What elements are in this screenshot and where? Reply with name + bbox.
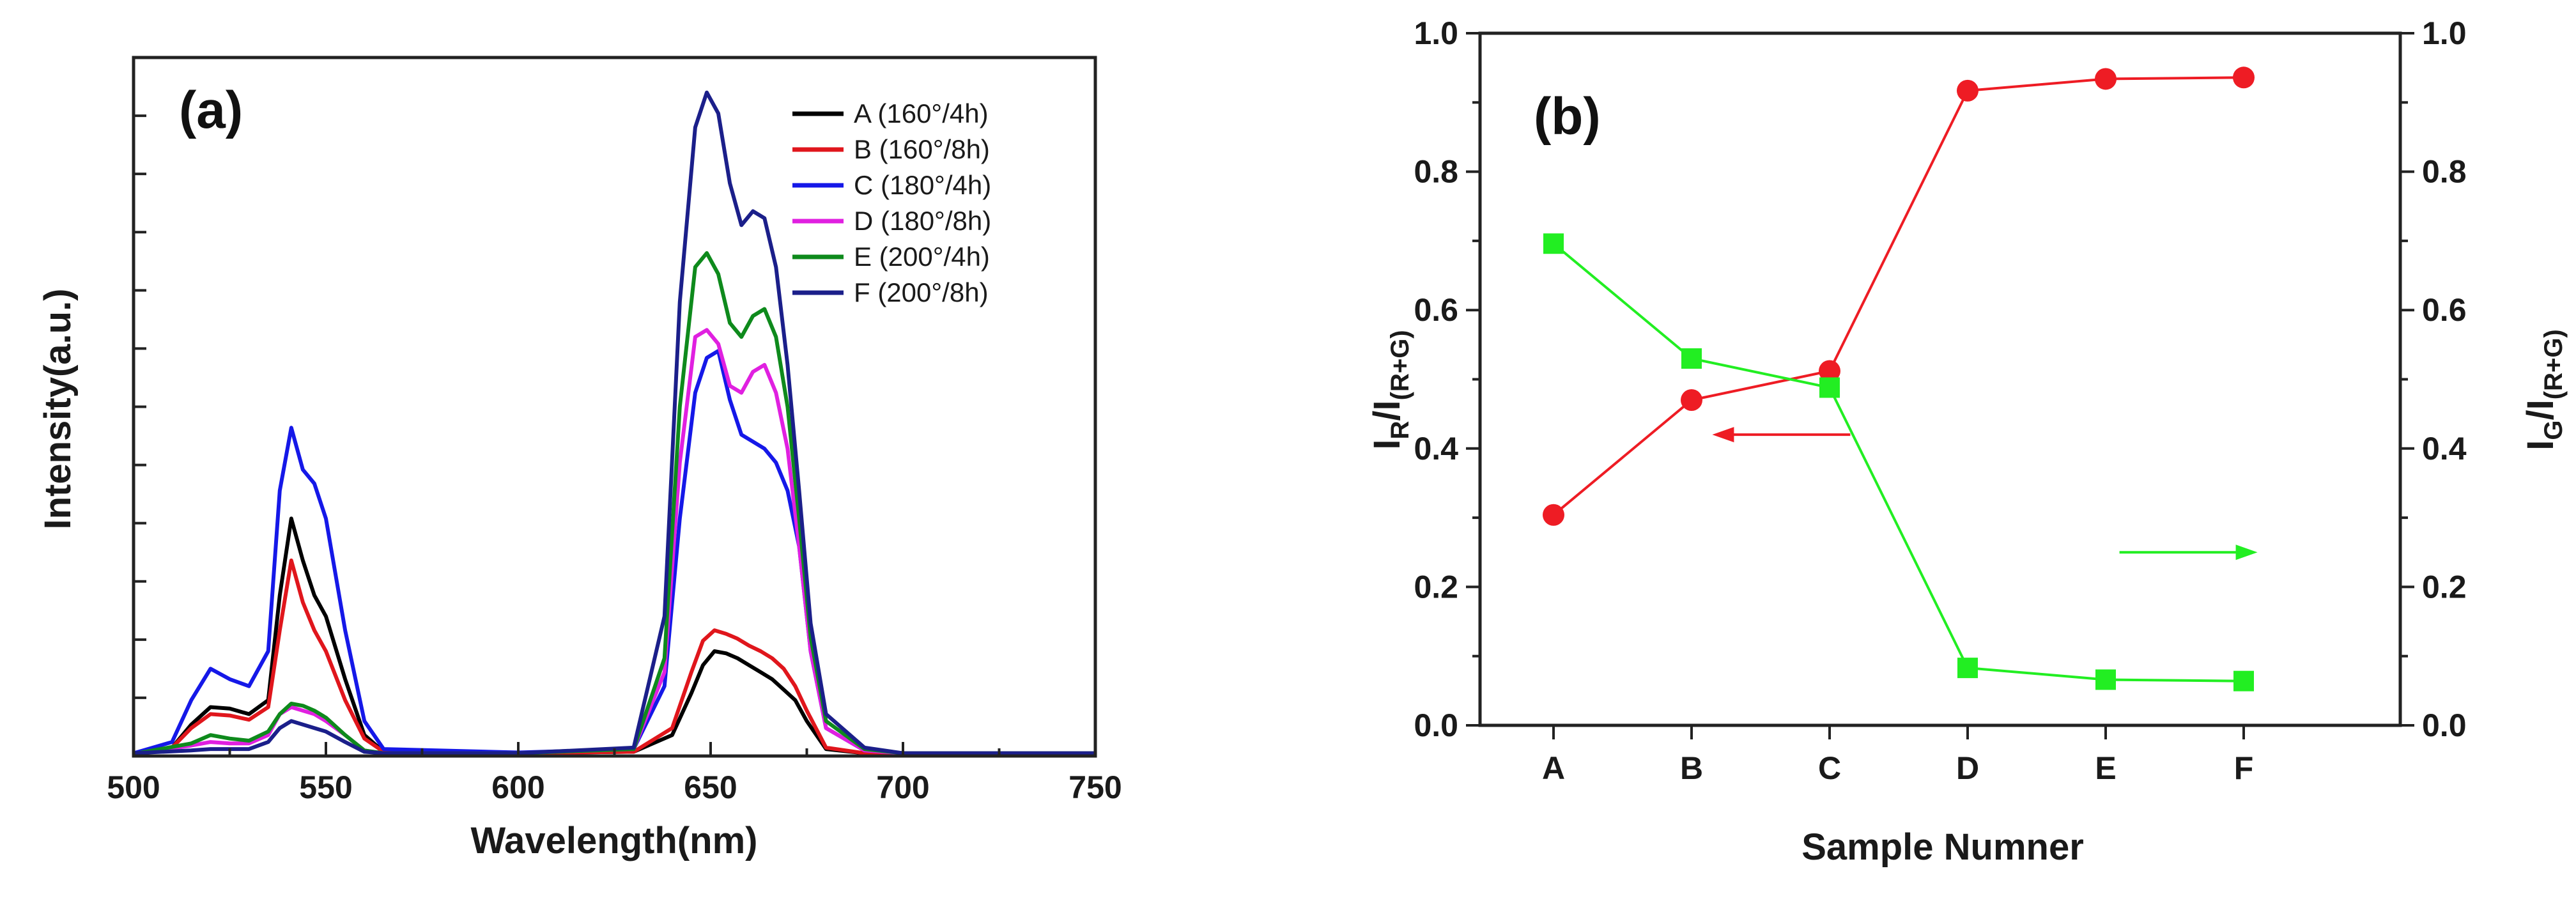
x-tick-label: 600 bbox=[491, 769, 544, 805]
data-point bbox=[2095, 68, 2117, 90]
right-y-tick-label: 0.0 bbox=[2422, 707, 2467, 743]
right-y-tick-label: 0.6 bbox=[2422, 292, 2467, 328]
right-y-tick-label: 0.4 bbox=[2422, 431, 2467, 467]
legend-label: F (200°/8h) bbox=[854, 277, 989, 307]
data-point bbox=[2233, 670, 2254, 691]
x-category-label: C bbox=[1818, 750, 1841, 786]
panel-b-right-y-axis-title: IG/I(R+G) bbox=[2520, 329, 2568, 450]
data-point bbox=[1681, 348, 1702, 369]
arrow-to-left-axis bbox=[1712, 427, 1851, 443]
panel-a-y-axis-title: Intensity(a.u.) bbox=[37, 288, 79, 529]
data-point bbox=[1819, 360, 1840, 382]
x-tick-label: 500 bbox=[107, 769, 160, 805]
panel-b-plot-frame bbox=[1478, 31, 2402, 727]
data-point bbox=[2095, 669, 2116, 690]
right-y-tick-label: 0.2 bbox=[2422, 569, 2467, 605]
x-tick-label: 700 bbox=[876, 769, 929, 805]
arrow-to-right-axis bbox=[2119, 544, 2258, 560]
legend-label: C (180°/4h) bbox=[854, 170, 991, 200]
series-line-b bbox=[133, 559, 1095, 756]
panel-a-legend: A (160°/4h) B (160°/8h) C (180°/4h) D (180°… bbox=[792, 98, 991, 307]
panel-a-y-ticks bbox=[134, 56, 146, 757]
panel-b-left-y-axis-title: IR/I(R+G) bbox=[1366, 330, 1414, 449]
data-point bbox=[1957, 658, 1978, 679]
legend-label: B (160°/8h) bbox=[854, 134, 990, 164]
x-tick-label: 550 bbox=[299, 769, 352, 805]
left-y-tick-label: 1.0 bbox=[1414, 15, 1458, 51]
left-y-tick-label: 0.0 bbox=[1414, 707, 1458, 743]
data-point bbox=[2233, 66, 2255, 89]
right-y-tick-label: 1.0 bbox=[2422, 15, 2467, 51]
series-green-ig bbox=[1543, 233, 2254, 691]
x-category-label: B bbox=[1680, 750, 1703, 786]
panel-a-series-group bbox=[133, 90, 1095, 756]
series-line-c bbox=[133, 349, 1095, 755]
panel-a-x-ticks: 500 550 600 650 700 750 bbox=[107, 742, 1122, 805]
series-line bbox=[1552, 242, 2244, 683]
panel-a-spectra: 500 550 600 650 700 750 (a) Wavelength(nm) In… bbox=[37, 56, 1122, 861]
panel-b-ratio: 0.0 0.0 0.2 0.2 0.4 0.4 0.6 0.6 0.8 0.8 1.0 1.0 A B C… bbox=[1366, 15, 2568, 868]
series-red-ir bbox=[1543, 66, 2255, 526]
left-y-tick-label: 0.2 bbox=[1414, 569, 1458, 605]
legend-label: D (180°/8h) bbox=[854, 206, 991, 236]
series-line bbox=[1552, 76, 2244, 516]
left-y-tick-label: 0.8 bbox=[1414, 154, 1458, 190]
series-line-f bbox=[133, 90, 1095, 755]
legend-label: E (200°/4h) bbox=[854, 242, 990, 272]
right-y-tick-label: 0.8 bbox=[2422, 154, 2467, 190]
left-y-tick-label: 0.6 bbox=[1414, 292, 1458, 328]
panel-b-x-ticks: A B C D E F bbox=[1542, 725, 2253, 786]
panel-b-x-axis-title: Sample Numner bbox=[1801, 826, 2084, 868]
panel-b-annotations bbox=[1712, 427, 2258, 560]
legend-label: A (160°/4h) bbox=[854, 98, 989, 128]
data-point bbox=[1543, 233, 1564, 254]
panel-a-x-axis-title: Wavelength(nm) bbox=[471, 820, 758, 861]
x-category-label: F bbox=[2234, 750, 2254, 786]
panel-b-label: (b) bbox=[1534, 88, 1601, 146]
data-point bbox=[1543, 504, 1564, 526]
x-category-label: E bbox=[2095, 750, 2116, 786]
panel-b-series-group bbox=[1543, 66, 2255, 691]
x-category-label: A bbox=[1542, 750, 1565, 786]
x-category-label: D bbox=[1956, 750, 1979, 786]
data-point bbox=[1681, 389, 1702, 411]
panel-a-label: (a) bbox=[179, 81, 243, 139]
data-point bbox=[1957, 79, 1978, 102]
arrow-head bbox=[1712, 427, 1734, 443]
series-line-e bbox=[133, 251, 1095, 756]
left-y-tick-label: 0.4 bbox=[1414, 431, 1458, 467]
x-tick-label: 750 bbox=[1068, 769, 1122, 805]
arrow-head bbox=[2235, 544, 2258, 560]
data-point bbox=[1819, 377, 1840, 398]
panel-b-y-ticks: 0.0 0.0 0.2 0.2 0.4 0.4 0.6 0.6 0.8 0.8 1.0 1.0 bbox=[1414, 15, 2466, 743]
x-tick-label: 650 bbox=[684, 769, 737, 805]
